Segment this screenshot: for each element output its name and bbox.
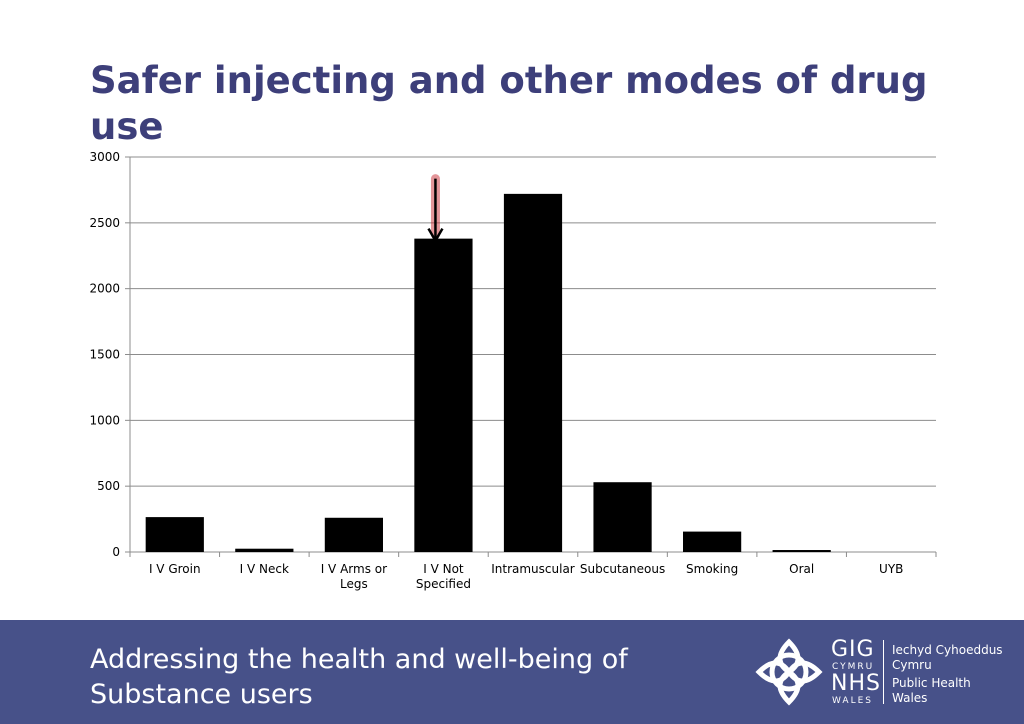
- bar: [683, 531, 742, 552]
- bar: [414, 238, 473, 552]
- logo-org-line-2: Cymru: [892, 658, 932, 672]
- annotation-arrow: [427, 174, 444, 244]
- bar: [772, 550, 831, 552]
- bar: [324, 517, 383, 552]
- y-tick-label: 1000: [89, 413, 120, 427]
- x-tick-label: I V Groin: [149, 562, 201, 576]
- x-tick-label: I V Not Specified: [416, 562, 471, 591]
- y-tick-label: 2000: [89, 282, 120, 296]
- y-tick-label: 3000: [89, 150, 120, 164]
- bar: [593, 482, 652, 552]
- logo-org-line-4: Wales: [892, 691, 928, 705]
- x-tick-label: Smoking: [686, 562, 738, 576]
- y-tick-label: 500: [97, 479, 120, 493]
- labels: 0 500 1000 1500 2000 2500 3000 I V Groin I V Nec…: [89, 150, 903, 591]
- footer-banner: Addressing the health and well-being of …: [0, 620, 1024, 724]
- y-tick-label: 0: [112, 545, 120, 559]
- y-tick-label: 1500: [89, 348, 120, 362]
- logo-org-line-1: Iechyd Cyhoeddus: [892, 643, 1003, 657]
- celtic-knot-icon: [755, 638, 823, 706]
- y-tick-label: 2500: [89, 216, 120, 230]
- x-tick-label: I V Neck: [240, 562, 289, 576]
- logo-divider: [883, 640, 884, 704]
- footer-text: Addressing the health and well-being of …: [90, 644, 628, 710]
- logo-nhs-text: NHS: [831, 671, 881, 696]
- x-tick-label: Subcutaneous: [580, 562, 665, 576]
- x-tick-label: Intramuscular: [491, 562, 575, 576]
- bar: [235, 548, 294, 552]
- bars: [145, 193, 831, 552]
- nhs-wales-logo: GIG CYMRU NHS WALES Iechyd Cyhoeddus Cym…: [755, 638, 1005, 710]
- logo-wales-text: WALES: [832, 696, 873, 706]
- slide-title: Safer injecting and other modes of drug …: [90, 59, 928, 148]
- x-tick-label: I V Arms or Legs: [321, 562, 387, 591]
- bar-chart: 0 500 1000 1500 2000 2500 3000 I V Groin I V Nec…: [89, 150, 937, 591]
- bar: [145, 517, 204, 552]
- logo-org-line-3: Public Health: [892, 676, 971, 690]
- x-tick-label: Oral: [789, 562, 814, 576]
- logo-gig-text: GIG: [831, 637, 875, 662]
- bar: [503, 193, 563, 552]
- annotation: [427, 174, 444, 244]
- x-tick-label: UYB: [879, 562, 903, 576]
- logo-cymru-text: CYMRU: [832, 662, 875, 672]
